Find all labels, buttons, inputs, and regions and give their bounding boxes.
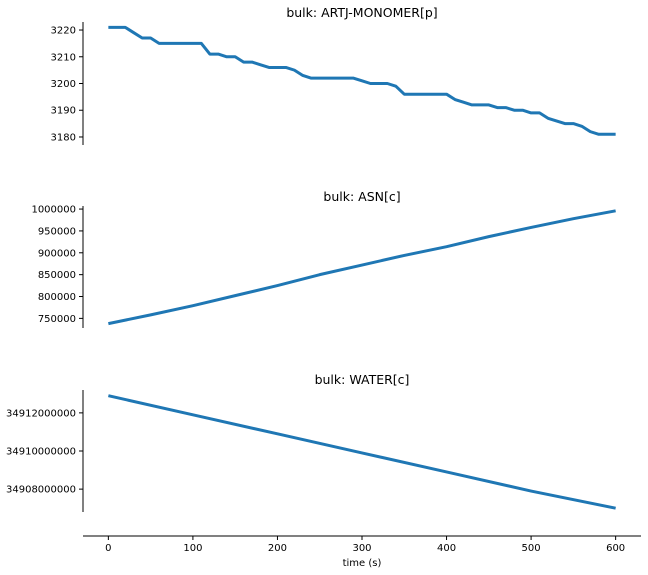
y-tick-label: 34910000000: [6, 447, 76, 458]
y-tick-label: 3200: [51, 79, 76, 90]
x-tick-label: 600: [606, 543, 625, 554]
x-axis-label: time (s): [343, 558, 382, 569]
x-tick-label: 500: [522, 543, 541, 554]
chart-title: bulk: WATER[c]: [315, 372, 410, 387]
chart-panel-2: bulk: ASN[c] 750000 800000 850000 900000 9500…: [31, 189, 616, 328]
x-tick-label: 100: [183, 543, 202, 554]
y-tick-label: 3180: [51, 132, 76, 143]
chart-title: bulk: ARTJ-MONOMER[p]: [286, 5, 437, 20]
x-tick-label: 0: [105, 543, 111, 554]
y-tick-label: 3220: [51, 26, 76, 37]
chart-panel-3: bulk: WATER[c] 34908000000 34910000000 3491…: [6, 372, 641, 569]
chart-panels: bulk: ARTJ-MONOMER[p] 3180 3190 3200 3210 322…: [6, 5, 641, 569]
y-tick-label: 34912000000: [6, 408, 76, 419]
y-tick-label: 3190: [51, 106, 76, 117]
series-line: [108, 209, 616, 326]
y-tick-label: 900000: [38, 248, 76, 259]
y-tick-label: 34908000000: [6, 485, 76, 496]
x-tick-label: 200: [268, 543, 287, 554]
chart-panel-1: bulk: ARTJ-MONOMER[p] 3180 3190 3200 3210 322…: [51, 5, 616, 145]
y-tick-label: 750000: [38, 314, 76, 325]
y-tick-label: 1000000: [31, 205, 76, 216]
x-tick-label: 300: [352, 543, 371, 554]
y-tick-label: 850000: [38, 270, 76, 281]
y-tick-label: 800000: [38, 292, 76, 303]
chart-title: bulk: ASN[c]: [323, 189, 400, 204]
series-line: [108, 394, 616, 510]
series-line: [108, 25, 616, 136]
x-tick-label: 400: [437, 543, 456, 554]
y-tick-label: 950000: [38, 226, 76, 237]
y-tick-label: 3210: [51, 52, 76, 63]
